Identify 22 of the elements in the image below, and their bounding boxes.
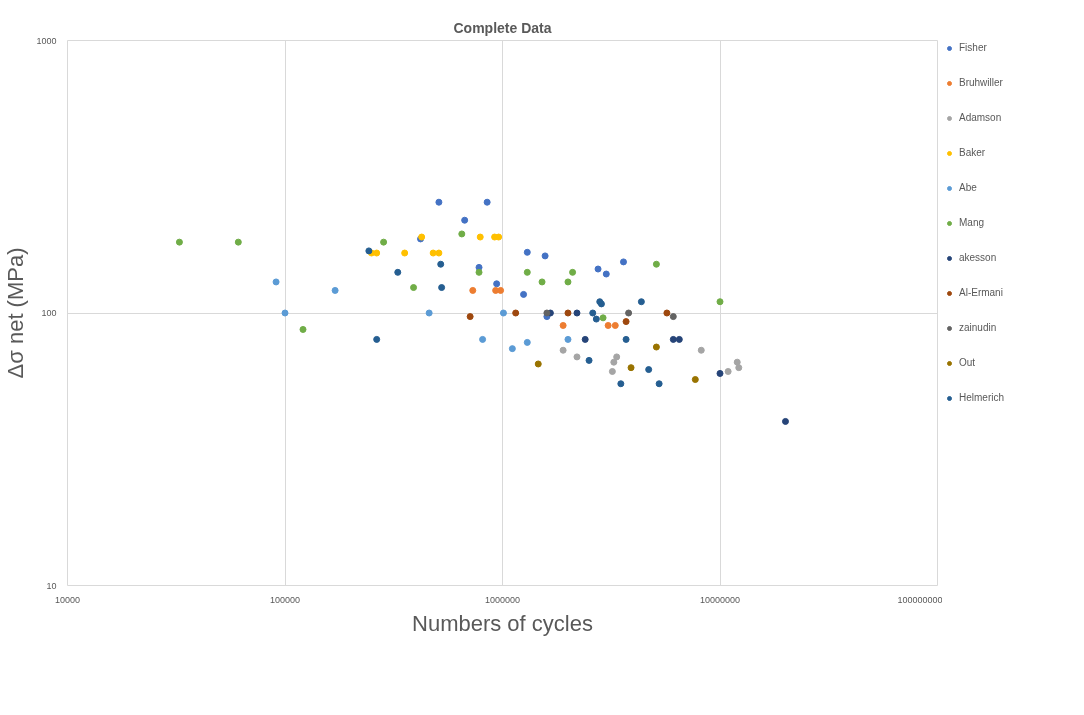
legend-label: Helmerich [959, 392, 1005, 403]
legend-label: Abe [959, 182, 978, 193]
legend-label: zainudin [959, 322, 997, 333]
legend-label: akesson [959, 252, 997, 263]
y-tick-label: 1000 [36, 35, 57, 46]
x-axis-title: Numbers of cycles [412, 610, 593, 636]
y-axis-title: Δσ net (MPa) [3, 247, 29, 379]
y-tick-label: 10 [46, 580, 57, 591]
legend-label: Baker [959, 147, 986, 158]
y-tick-label: 100 [41, 308, 57, 318]
chart-title: Complete Data [453, 19, 552, 36]
legend-label: Mang [959, 217, 985, 228]
x-tick-label: 100000 [269, 594, 301, 605]
legend-label: Out [959, 357, 977, 368]
legend-label: Bruhwiller [959, 77, 1003, 88]
legend-label: Fisher [959, 42, 987, 53]
legend-label: Adamson [959, 112, 1002, 123]
x-tick-label: 10000 [54, 594, 81, 605]
x-tick-label: 1000000 [484, 594, 521, 605]
legend-label: Al-Ermani [959, 287, 1003, 298]
x-tick-label: 100000000 [897, 594, 943, 605]
x-tick-label: 10000000 [699, 594, 741, 605]
